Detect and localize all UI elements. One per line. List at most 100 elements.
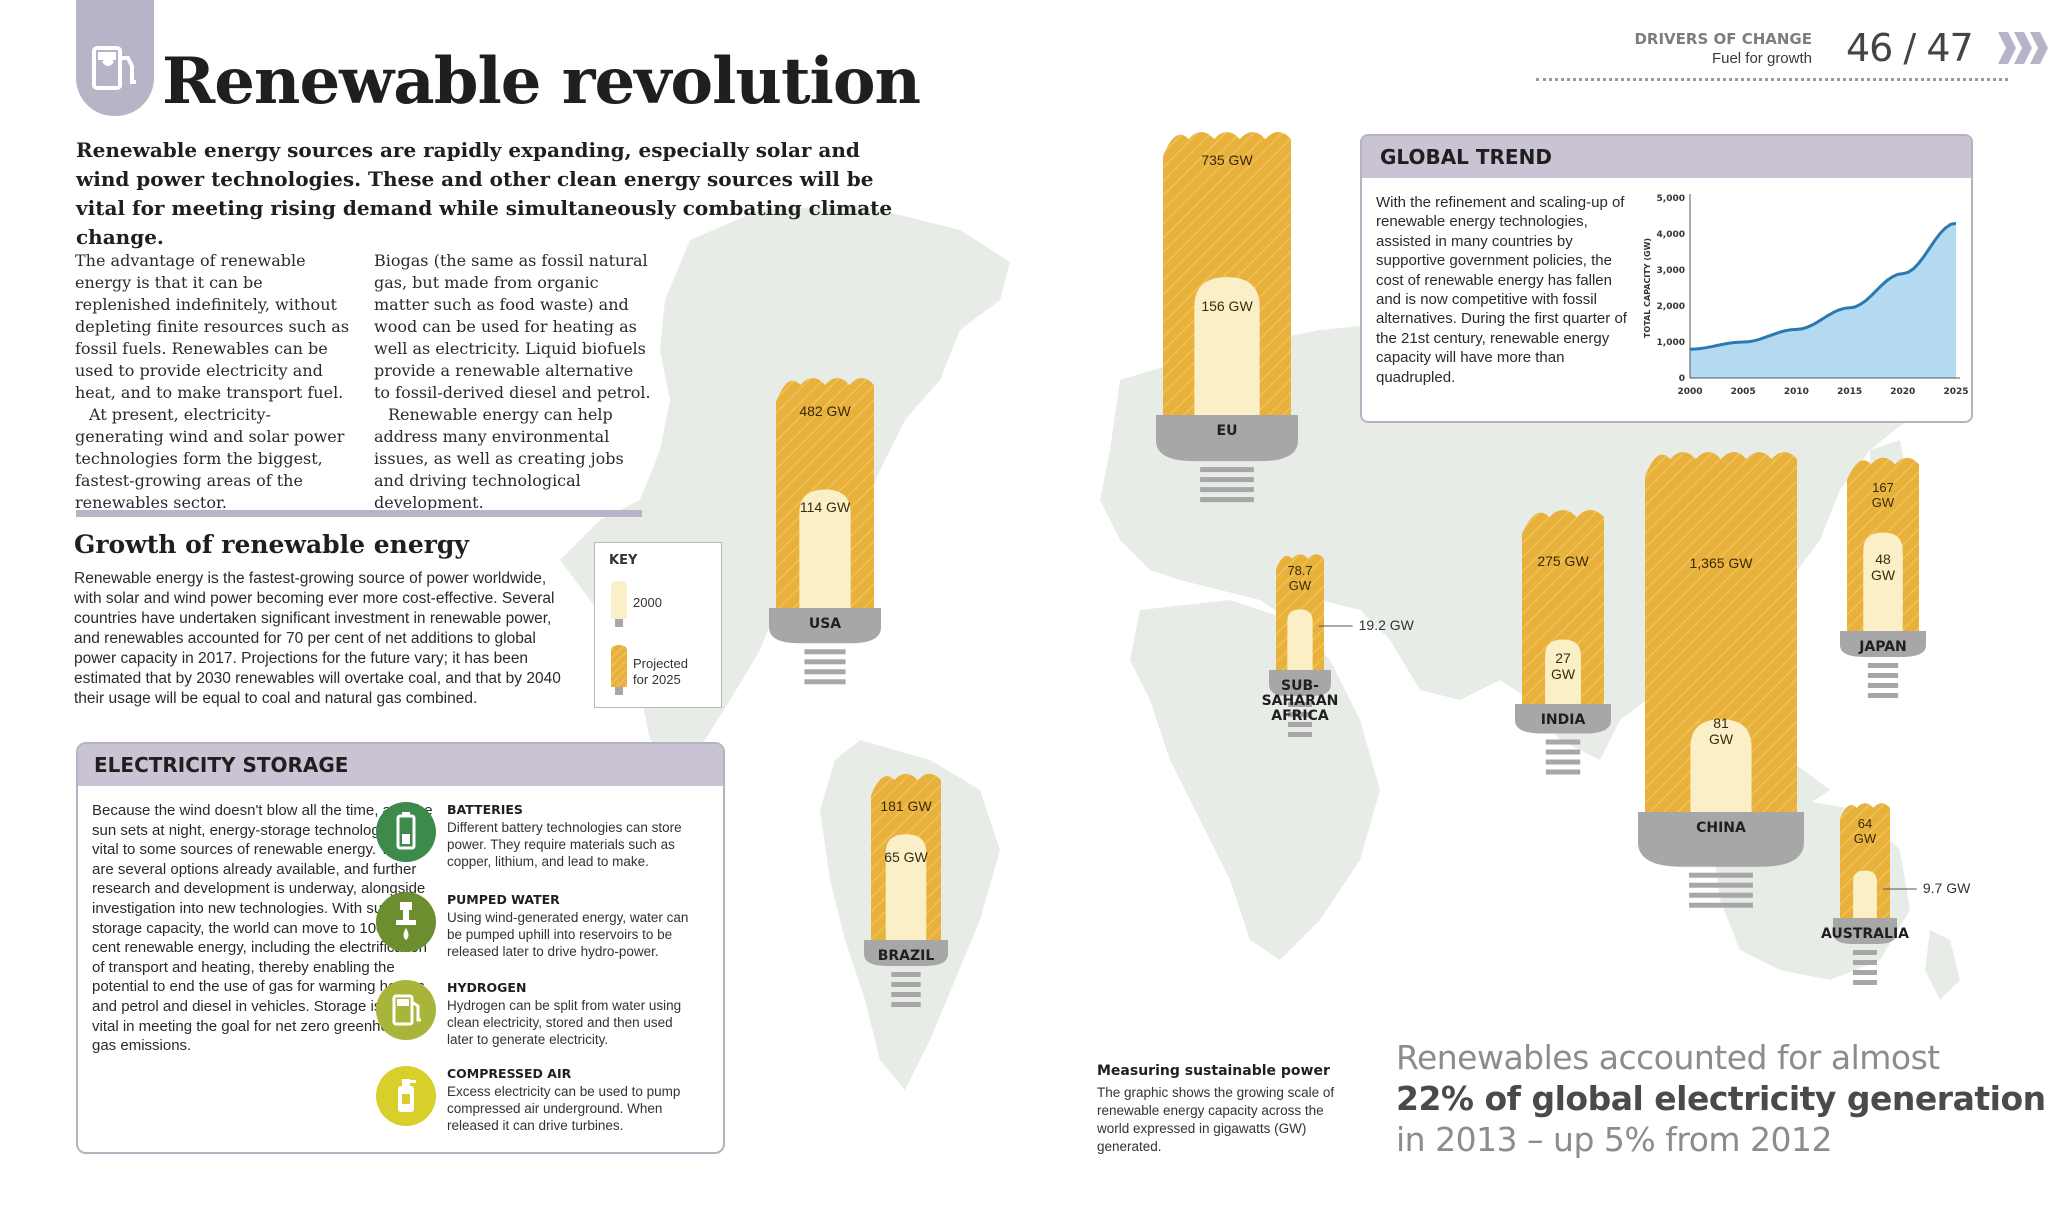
bulb-thread [1853, 970, 1877, 975]
bulb-thread [804, 669, 846, 675]
bulb-base [769, 608, 881, 644]
bulb-thread [1545, 739, 1581, 745]
stat-line-2: 22% of global electricity generation [1396, 1079, 2046, 1118]
water-tap-icon [376, 892, 436, 952]
chart-y-tick-label: 4,000 [1657, 230, 1685, 240]
chart-y-axis-label: TOTAL CAPACITY (GW) [1643, 238, 1652, 338]
bulb-thread [891, 1002, 921, 1007]
panel-title: ELECTRICITY STORAGE [94, 753, 349, 777]
page-title: Renewable revolution [162, 44, 921, 119]
bulb-thread [1288, 702, 1312, 707]
fuel-pump-icon [376, 980, 436, 1040]
value-label-2025-unit: GW [1872, 495, 1895, 510]
key-label-2000: 2000 [633, 595, 662, 610]
storage-item-title: HYDROGEN [447, 980, 527, 995]
bulb-thread [1853, 950, 1877, 955]
bulb-thread [1545, 749, 1581, 755]
bulb-thread [1288, 722, 1312, 727]
storage-item-desc: Hydrogen can be split from water using c… [447, 998, 682, 1047]
bulb-thread [1867, 693, 1899, 698]
panel-title: GLOBAL TREND [1380, 145, 1552, 169]
panel-header [1362, 136, 1971, 178]
bulb-thread [1200, 477, 1254, 483]
bulb-thread [1200, 487, 1254, 493]
value-label-2025: 735 GW [1201, 152, 1253, 168]
bulb-2025-body [1645, 451, 1797, 812]
panel-header [78, 744, 723, 786]
header-divider [1536, 78, 2008, 81]
bulb-thread [1200, 467, 1254, 473]
battery-icon [376, 802, 436, 862]
bulb-thread [1867, 683, 1899, 688]
body-column-1: The advantage of renewable energy is tha… [75, 250, 355, 514]
bulb-thread [804, 659, 846, 665]
body-paragraph: Biogas (the same as fossil natural gas, … [374, 251, 651, 402]
chart-y-tick-label: 3,000 [1657, 266, 1685, 276]
storage-item-title: BATTERIES [447, 802, 523, 817]
section-label: DRIVERS OF CHANGE [1634, 30, 1812, 48]
bulb-base [1638, 812, 1804, 867]
page-numbers: 46 / 47 [1846, 26, 1974, 70]
growth-heading: Growth of renewable energy [74, 530, 469, 559]
fuel-pump-icon [92, 46, 136, 90]
chart-area [1690, 223, 1956, 378]
chart-series-line [1689, 221, 1957, 351]
bulb-thread [891, 972, 921, 977]
bulb-thread [891, 982, 921, 987]
chart-y-tick-label: 1,000 [1657, 338, 1685, 348]
value-label-2000: 114 GW [800, 499, 851, 515]
value-label-2025: 167 [1872, 480, 1894, 495]
chart-x-tick-label: 2000 [1677, 387, 1702, 397]
bulb-thread [1853, 980, 1877, 985]
chart-x-tick-label: 2020 [1890, 387, 1915, 397]
bulb-base [1269, 670, 1331, 696]
bulb-thread [1288, 712, 1312, 717]
region-label: JAPAN [1858, 639, 1907, 655]
bulb-thread [1689, 872, 1753, 878]
chart-x-tick-label: 2025 [1943, 387, 1968, 397]
storage-item-desc: Using wind-generated energy, water can b… [447, 910, 689, 959]
storage-item-desc: Different battery technologies can store… [447, 820, 682, 869]
value-label-2025: 275 GW [1537, 553, 1589, 569]
region-label: BRAZIL [878, 948, 935, 964]
global-trend-panel: GLOBAL TREND With the refinement and sca… [1360, 134, 1973, 423]
bulb-thread [1853, 960, 1877, 965]
body-paragraph: At present, electricity-generating wind … [75, 405, 345, 512]
body-column-2: Biogas (the same as fossil natural gas, … [374, 250, 654, 514]
trend-chart: 0 1,000 2,000 3,000 4,000 5,000 2000 2005 2010 20… [1643, 194, 1968, 397]
value-label-2025-unit: GW [1854, 831, 1877, 846]
key-swatch-2025 [611, 645, 627, 695]
key-label-2025-line1: Projected [633, 656, 688, 671]
bulb-thread [1689, 902, 1753, 908]
bulb-thread [891, 992, 921, 997]
chart-x-tick-label: 2015 [1837, 387, 1862, 397]
bulb-2000-body [1690, 719, 1752, 812]
value-label-2000: 9.7 GW [1923, 880, 1971, 896]
measure-text: The graphic shows the growing scale of r… [1097, 1085, 1335, 1154]
bulb-2000-body [799, 489, 851, 608]
bulb-2000-body [1545, 639, 1581, 704]
stat-line-3: in 2013 – up 5% from 2012 [1396, 1120, 1833, 1159]
region-label: USA [809, 616, 841, 632]
region-bulb-eu: EU 735 GW 156 GW [1156, 131, 1298, 503]
body-paragraph: Renewable energy can help address many e… [374, 405, 624, 512]
bulb-thread [1867, 663, 1899, 668]
measure-title: Measuring sustainable power [1097, 1063, 1330, 1079]
body-paragraph: The advantage of renewable energy is tha… [75, 251, 350, 402]
growth-text: Renewable energy is the fastest-growing … [74, 570, 561, 707]
value-label-2000-unit: GW [1709, 731, 1734, 747]
value-label-2025: 64 [1858, 816, 1872, 831]
trend-text: With the refinement and scaling-up of re… [1376, 194, 1627, 386]
bulb-2000-body [1194, 277, 1260, 415]
bulb-base [864, 940, 948, 966]
region-label: INDIA [1541, 712, 1586, 728]
bulb-thread [1288, 732, 1312, 737]
subsection-label: Fuel for growth [1711, 50, 1812, 67]
storage-item-title: PUMPED WATER [447, 892, 560, 907]
value-label-2000-unit: GW [1551, 666, 1576, 682]
chart-y-tick-label: 2,000 [1657, 302, 1685, 312]
